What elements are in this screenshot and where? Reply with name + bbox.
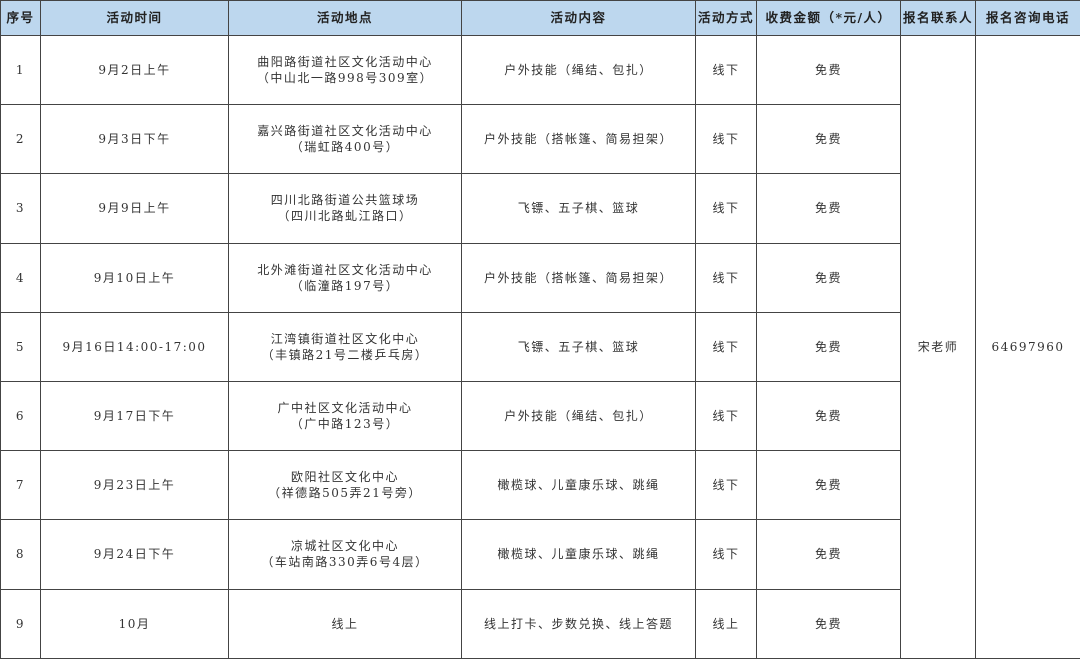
- table-row: 1 9月2日上午 曲阳路街道社区文化活动中心 （中山北一路998号309室） 户外技能（…: [0, 34, 1080, 659]
- activity-time: 10月: [40, 588, 229, 659]
- activity-fee: 免费: [756, 311, 901, 382]
- activity-fee: 免费: [756, 173, 901, 244]
- activity-mode: 线上: [695, 588, 757, 659]
- place-name: 四川北路街道公共篮球场: [270, 193, 420, 208]
- header-fee: 收费金额（*元/人）: [756, 0, 901, 36]
- activity-content: 橄榄球、儿童康乐球、跳绳: [461, 519, 696, 590]
- table-row: 6 9月17日下午 广中社区文化活动中心 （广中路123号） 户外技能（绳结、包扎） 线下…: [0, 380, 1080, 452]
- row-number: 6: [0, 380, 41, 452]
- activity-mode: 线下: [695, 104, 757, 175]
- header-row: 序号 活动时间 活动地点 活动内容 活动方式 收费金额（*元/人） 报名联系人 …: [0, 0, 1080, 36]
- header-no: 序号: [0, 0, 41, 36]
- activity-place: 曲阳路街道社区文化活动中心 （中山北一路998号309室）: [228, 34, 462, 106]
- header-mode: 活动方式: [695, 0, 757, 36]
- place-name: 江湾镇街道社区文化中心: [270, 331, 420, 346]
- row-number: 8: [0, 519, 41, 590]
- activity-mode: 线下: [695, 34, 757, 106]
- activity-time: 9月9日上午: [40, 173, 229, 244]
- table-row: 9 10月 线上 线上打卡、步数兑换、线上答题 线上 免费: [0, 588, 1080, 659]
- activity-fee: 免费: [756, 34, 901, 106]
- activity-fee: 免费: [756, 519, 901, 590]
- activity-content: 户外技能（绳结、包扎）: [461, 380, 696, 452]
- place-address: （四川北路虬江路口）: [277, 209, 413, 224]
- header-place: 活动地点: [228, 0, 462, 36]
- activity-fee: 免费: [756, 450, 901, 521]
- activity-content: 户外技能（搭帐篷、简易担架）: [461, 242, 696, 313]
- place-name: 凉城社区文化中心: [290, 539, 399, 554]
- activity-time: 9月10日上午: [40, 242, 229, 313]
- row-number: 3: [0, 173, 41, 244]
- place-address: （中山北一路998号309室）: [256, 71, 434, 86]
- place-name: 线上: [331, 616, 359, 631]
- activity-content: 户外技能（绳结、包扎）: [461, 34, 696, 106]
- activity-fee: 免费: [756, 104, 901, 175]
- header-content: 活动内容: [461, 0, 696, 36]
- table-row: 2 9月3日下午 嘉兴路街道社区文化活动中心 （瑞虹路400号） 户外技能（搭帐篷、简易…: [0, 104, 1080, 175]
- header-phone: 报名咨询电话: [975, 0, 1080, 36]
- header-contact: 报名联系人: [900, 0, 976, 36]
- activity-content: 线上打卡、步数兑换、线上答题: [461, 588, 696, 659]
- activity-mode: 线下: [695, 380, 757, 452]
- table-row: 5 9月16日14:00-17:00 江湾镇街道社区文化中心 （丰镇路21号二楼乒乓房…: [0, 311, 1080, 382]
- activity-time: 9月23日上午: [40, 450, 229, 521]
- place-name: 嘉兴路街道社区文化活动中心: [257, 124, 433, 139]
- activity-place: 凉城社区文化中心 （车站南路330弄6号4层）: [228, 519, 462, 590]
- activity-place: 江湾镇街道社区文化中心 （丰镇路21号二楼乒乓房）: [228, 311, 462, 382]
- row-number: 9: [0, 588, 41, 659]
- table-row: 8 9月24日下午 凉城社区文化中心 （车站南路330弄6号4层） 橄榄球、儿童康乐球、…: [0, 519, 1080, 590]
- activity-content: 橄榄球、儿童康乐球、跳绳: [461, 450, 696, 521]
- table-row: 3 9月9日上午 四川北路街道公共篮球场 （四川北路虬江路口） 飞镖、五子棋、篮球 线下免…: [0, 173, 1080, 244]
- activity-place: 四川北路街道公共篮球场 （四川北路虬江路口）: [228, 173, 462, 244]
- activity-place: 线上: [228, 588, 462, 659]
- place-address: （临潼路197号）: [290, 278, 400, 293]
- header-time: 活动时间: [40, 0, 229, 36]
- activity-mode: 线下: [695, 519, 757, 590]
- activity-time: 9月24日下午: [40, 519, 229, 590]
- activity-mode: 线下: [695, 242, 757, 313]
- place-address: （车站南路330弄6号4层）: [261, 555, 429, 570]
- activity-fee: 免费: [756, 588, 901, 659]
- activity-time: 9月2日上午: [40, 34, 229, 106]
- activity-time: 9月3日下午: [40, 104, 229, 175]
- place-name: 北外滩街道社区文化活动中心: [257, 262, 433, 277]
- table-row: 4 9月10日上午 北外滩街道社区文化活动中心 （临潼路197号） 户外技能（搭帐篷、简…: [0, 242, 1080, 313]
- place-address: （祥德路505弄21号旁）: [268, 486, 422, 501]
- activity-mode: 线下: [695, 173, 757, 244]
- activity-mode: 线下: [695, 450, 757, 521]
- place-address: （丰镇路21号二楼乒乓房）: [261, 347, 429, 362]
- row-number: 7: [0, 450, 41, 521]
- activity-place: 欧阳社区文化中心 （祥德路505弄21号旁）: [228, 450, 462, 521]
- activity-content: 户外技能（搭帐篷、简易担架）: [461, 104, 696, 175]
- activity-place: 广中社区文化活动中心 （广中路123号）: [228, 380, 462, 452]
- contact-phone: 64697960: [975, 35, 1080, 659]
- place-name: 欧阳社区文化中心: [290, 470, 399, 485]
- contact-person: 宋老师: [900, 35, 976, 659]
- activity-fee: 免费: [756, 380, 901, 452]
- row-number: 4: [0, 242, 41, 313]
- activity-content: 飞镖、五子棋、篮球: [461, 173, 696, 244]
- activity-time: 9月16日14:00-17:00: [40, 311, 229, 382]
- place-address: （瑞虹路400号）: [290, 140, 400, 155]
- activity-place: 北外滩街道社区文化活动中心 （临潼路197号）: [228, 242, 462, 313]
- activity-time: 9月17日下午: [40, 380, 229, 452]
- activity-fee: 免费: [756, 242, 901, 313]
- place-address: （广中路123号）: [290, 417, 400, 432]
- row-number: 2: [0, 104, 41, 175]
- row-number: 5: [0, 311, 41, 382]
- activity-place: 嘉兴路街道社区文化活动中心 （瑞虹路400号）: [228, 104, 462, 175]
- activity-mode: 线下: [695, 311, 757, 382]
- place-name: 广中社区文化活动中心: [277, 401, 413, 416]
- activity-content: 飞镖、五子棋、篮球: [461, 311, 696, 382]
- row-number: 1: [0, 34, 41, 106]
- table-row: 7 9月23日上午 欧阳社区文化中心 （祥德路505弄21号旁） 橄榄球、儿童康乐球、跳…: [0, 450, 1080, 521]
- place-name: 曲阳路街道社区文化活动中心: [257, 55, 433, 70]
